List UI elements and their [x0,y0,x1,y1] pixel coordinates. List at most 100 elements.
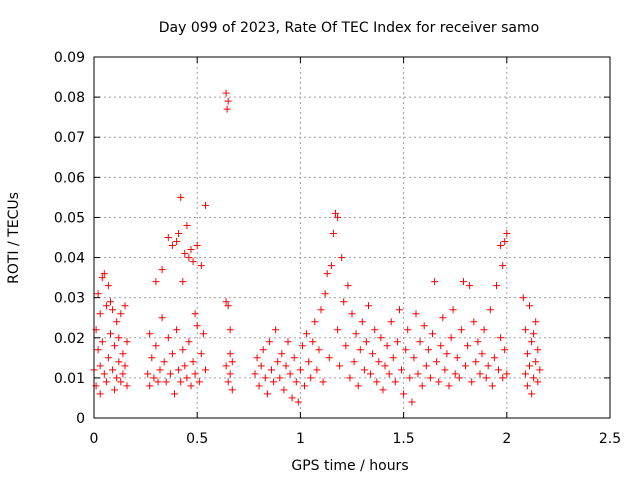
data-point [224,302,232,310]
data-point [100,270,108,278]
data-point [160,358,168,366]
data-point [521,326,529,334]
data-point [104,282,112,290]
chart-title: Day 099 of 2023, Rate Of TEC Index for r… [159,20,539,36]
data-point [503,230,511,237]
data-point [484,362,492,370]
data-point [301,382,308,390]
data-point [222,362,230,370]
data-point [94,290,102,298]
data-point [152,278,160,286]
data-point [315,346,323,354]
data-point [183,222,191,229]
data-point [426,374,434,382]
data-point [278,350,286,358]
data-point [263,390,271,398]
y-tick-label: 0.09 [54,50,85,66]
data-point [121,362,129,370]
data-point [325,354,333,362]
data-point [393,338,401,346]
data-point [379,386,387,394]
data-point [420,322,428,330]
data-point [536,366,544,374]
x-tick-label: 2 [502,431,511,447]
data-point [144,370,152,378]
y-tick-label: 0.04 [54,251,85,267]
data-point [181,362,189,370]
data-point [115,334,123,342]
data-point [402,346,410,354]
data-point [226,370,234,378]
data-point [528,390,536,398]
data-point [111,386,119,394]
data-point [156,366,164,374]
data-point [466,282,474,290]
data-point [309,338,317,346]
data-point [495,366,502,374]
data-point [437,342,445,350]
data-point [422,362,430,370]
data-point [111,342,119,350]
data-point [530,374,538,382]
data-point [113,318,121,326]
data-point [462,362,469,370]
data-point [501,238,509,245]
data-point [197,350,205,358]
data-point [387,318,395,326]
data-point [109,306,117,314]
data-point [482,374,490,382]
data-point [470,318,478,326]
data-point [383,342,391,350]
data-point [177,378,185,386]
data-point [193,322,201,330]
x-tick-label: 0 [90,431,99,447]
data-point [282,362,290,370]
x-tick-label: 1.5 [392,431,414,447]
data-point [435,378,443,386]
x-tick-label: 0.5 [186,431,208,447]
data-point [358,318,366,326]
data-point [410,354,418,362]
y-tick-label: 0.08 [54,90,85,106]
data-point [381,362,389,370]
data-point [158,314,166,322]
data-point [189,358,197,366]
data-point [100,370,108,378]
data-point [224,97,232,105]
data-point [253,354,261,362]
data-point [255,382,263,390]
data-point [102,302,110,310]
data-point [171,390,178,398]
data-point [270,378,278,386]
y-tick-label: 0.05 [54,210,85,226]
data-point [202,201,209,209]
data-point [313,366,321,374]
data-point [332,209,339,217]
data-point [173,326,181,334]
data-point [493,282,500,290]
data-point [115,358,123,366]
data-point [451,370,459,378]
data-point [113,374,121,382]
data-point [98,338,106,346]
data-point [96,362,104,370]
data-point [296,366,304,374]
data-point [259,346,267,354]
data-point [224,378,232,386]
data-point [391,378,399,386]
y-tick-label: 0.07 [54,130,85,146]
data-point [528,338,536,346]
x-tick-labels: 0 0.5 1 1.5 2 2.5 [90,431,622,447]
data-point [455,374,463,382]
data-point [460,278,467,286]
data-point [478,350,486,358]
data-point [360,366,368,374]
data-point [490,354,498,362]
data-point [294,398,302,406]
data-point [121,302,129,310]
data-point [429,330,436,338]
data-point [276,374,284,382]
data-point [534,378,542,386]
y-tick-label: 0.06 [54,170,85,186]
